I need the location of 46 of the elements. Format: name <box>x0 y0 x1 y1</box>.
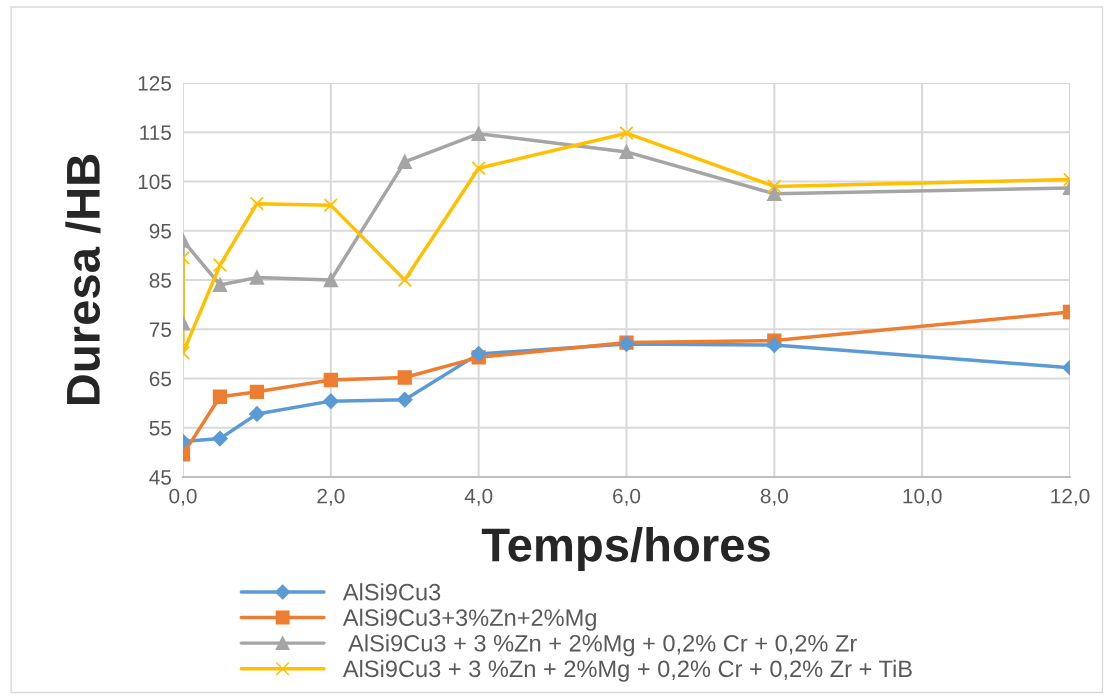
point <box>212 258 228 273</box>
point <box>470 346 487 362</box>
point <box>323 197 338 213</box>
y-tick-label: 115 <box>140 125 172 140</box>
point <box>323 393 339 409</box>
y-tick-label: 125 <box>138 76 172 91</box>
point <box>212 389 228 404</box>
y-tick-label: 45 <box>149 470 172 485</box>
x-tick-label: 12,0 <box>1051 488 1090 506</box>
y-axis-title: Duresa /HB <box>65 154 101 405</box>
x-tick-label: 0,0 <box>169 488 197 506</box>
y-tick-label: 105 <box>138 174 172 190</box>
legend-label: AlSi9Cu3 <box>342 583 441 601</box>
point <box>397 154 412 169</box>
y-tick-label: 85 <box>149 273 172 288</box>
x-tick-label: 4,0 <box>464 488 493 506</box>
point <box>619 144 634 160</box>
point <box>249 196 265 211</box>
y-tick-label: 95 <box>149 223 172 239</box>
point <box>471 126 486 141</box>
point <box>767 179 782 194</box>
point <box>323 372 338 388</box>
x-tick-label: 2,0 <box>317 488 345 506</box>
point <box>397 272 412 288</box>
x-axis-title: Temps/hores <box>481 526 770 571</box>
point <box>249 270 265 285</box>
x-tick-label: 6,0 <box>613 488 641 506</box>
point <box>766 337 783 353</box>
y-tick-label: 75 <box>149 322 172 337</box>
point <box>619 126 634 141</box>
point <box>767 186 782 201</box>
legend-label: AlSi9Cu3 + 3 %Zn + 2%Mg + 0,2% Cr + 0,2% Zr + TiB <box>342 659 912 682</box>
point <box>323 272 338 288</box>
point <box>249 406 265 422</box>
point <box>396 391 413 408</box>
point <box>471 161 486 176</box>
y-tick-label: 65 <box>149 371 172 387</box>
x-tick-label: 10,0 <box>903 488 942 506</box>
legend-label: AlSi9Cu3+3%Zn+2%Mg <box>342 608 596 631</box>
point <box>249 384 265 399</box>
x-tick-label: 8,0 <box>760 488 788 506</box>
point <box>212 430 228 447</box>
point <box>212 277 228 293</box>
point <box>397 370 412 385</box>
y-tick-label: 55 <box>149 420 172 436</box>
legend-label: AlSi9Cu3 + 3 %Zn + 2%Mg + 0,2% Cr + 0,2% Zr <box>348 634 857 657</box>
